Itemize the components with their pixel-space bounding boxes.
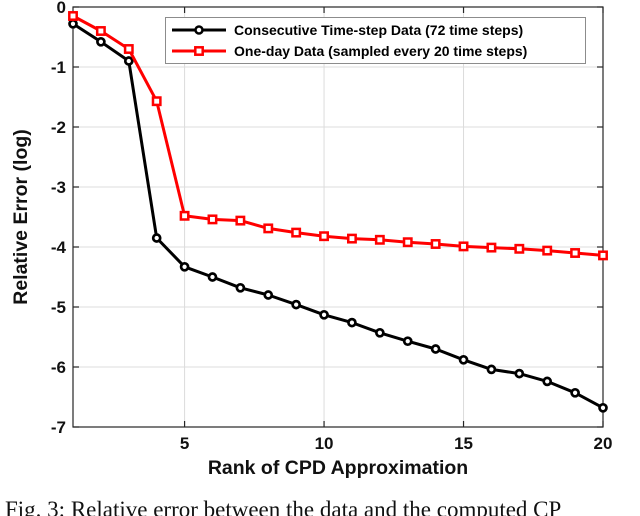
data-point-marker bbox=[235, 215, 246, 226]
data-point-marker bbox=[207, 272, 218, 282]
data-point-marker bbox=[151, 233, 162, 243]
data-point-marker bbox=[598, 402, 608, 413]
figure-caption: Fig. 3: Relative error between the data … bbox=[5, 497, 562, 516]
x-tick-label: 5 bbox=[180, 434, 189, 453]
data-point-marker bbox=[123, 56, 134, 66]
legend-line-square-sample bbox=[172, 45, 226, 56]
data-point-marker bbox=[291, 227, 302, 238]
y-axis-label: Relative Error (log) bbox=[10, 129, 32, 305]
data-point-marker bbox=[542, 376, 553, 387]
data-point-marker bbox=[374, 234, 385, 245]
data-point-marker bbox=[319, 231, 330, 242]
y-tick-label: -1 bbox=[51, 58, 66, 77]
data-point-marker bbox=[458, 354, 469, 365]
y-tick-label: -4 bbox=[51, 238, 67, 257]
data-point-marker bbox=[570, 248, 581, 258]
legend-item-0: Consecutive Time-step Data (72 time step… bbox=[171, 20, 585, 40]
data-point-marker bbox=[514, 368, 525, 379]
data-point-marker bbox=[542, 245, 553, 256]
data-point-marker bbox=[346, 233, 357, 244]
data-point-marker bbox=[263, 223, 274, 234]
x-axis-label: Rank of CPD Approximation bbox=[208, 457, 468, 479]
axes-box bbox=[72, 6, 604, 428]
data-point-marker bbox=[514, 243, 525, 254]
series-line-0 bbox=[71, 22, 605, 410]
data-point-marker bbox=[123, 44, 134, 54]
data-point-marker bbox=[68, 11, 78, 21]
legend-line-circle-sample bbox=[172, 25, 226, 35]
data-point-marker bbox=[486, 242, 497, 253]
data-point-marker bbox=[96, 36, 106, 47]
data-point-marker bbox=[151, 96, 162, 107]
y-tick-label: -3 bbox=[51, 178, 66, 197]
y-tick-label: -5 bbox=[51, 298, 66, 317]
data-point-marker bbox=[179, 261, 190, 272]
x-tick-label: 15 bbox=[454, 434, 473, 453]
data-point-marker bbox=[402, 336, 413, 347]
data-point-marker bbox=[458, 241, 469, 252]
legend-item-1: One-day Data (sampled every 20 time step… bbox=[171, 41, 585, 61]
data-point-marker bbox=[430, 239, 441, 249]
chart-legend: Consecutive Time-step Data (72 time step… bbox=[165, 17, 586, 64]
data-point-marker bbox=[598, 250, 608, 261]
y-tick-label: -6 bbox=[51, 358, 66, 377]
y-tick-label: 0 bbox=[57, 0, 66, 17]
data-point-marker bbox=[68, 18, 78, 29]
data-point-marker bbox=[95, 26, 106, 36]
data-point-marker bbox=[374, 327, 385, 338]
data-point-marker bbox=[291, 299, 302, 310]
data-point-marker bbox=[570, 387, 580, 398]
line-chart: 5 10 15 20 0 -1 -2 -3 -4 -5 -6 -7 Rank of CPD Approx… bbox=[10, 0, 613, 479]
x-tick-label: 20 bbox=[594, 434, 613, 453]
x-tick-label: 10 bbox=[315, 434, 334, 453]
data-point-marker bbox=[486, 364, 497, 375]
data-point-marker bbox=[430, 344, 441, 354]
data-point-marker bbox=[319, 309, 329, 320]
y-tick-label: -7 bbox=[51, 418, 66, 437]
data-point-marker bbox=[347, 317, 357, 328]
data-point-marker bbox=[235, 282, 246, 293]
data-point-marker bbox=[179, 210, 190, 221]
legend-label: One-day Data (sampled every 20 time step… bbox=[234, 42, 528, 59]
data-point-marker bbox=[207, 214, 218, 225]
data-point-marker bbox=[402, 237, 413, 248]
data-point-marker bbox=[263, 290, 274, 300]
legend-label: Consecutive Time-step Data (72 time step… bbox=[234, 22, 524, 39]
y-tick-label: -2 bbox=[51, 118, 66, 137]
